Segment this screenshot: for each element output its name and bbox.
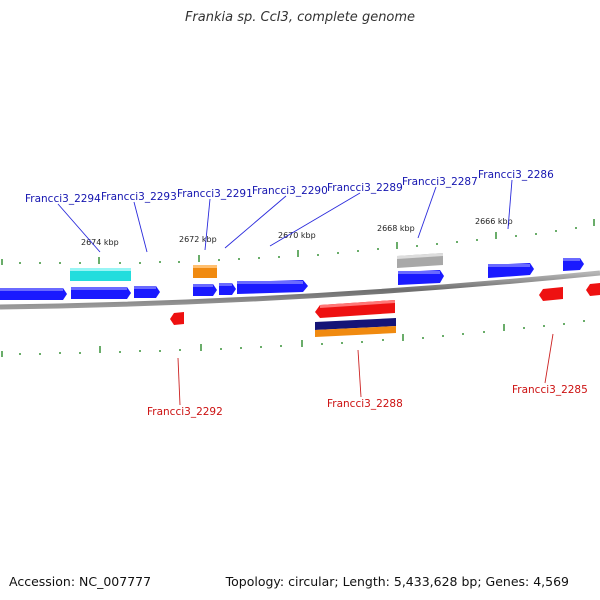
outer-tick-ring [1,219,595,265]
gene-block-highlight [320,300,395,308]
gene-label-2293[interactable]: Francci3_2293 [101,191,177,203]
genome-backbone [0,270,600,310]
gene-block-highlight [237,281,303,284]
gene-label-2294[interactable]: Francci3_2294 [25,193,101,205]
forward-genes [0,258,584,300]
gene-label-2289[interactable]: Francci3_2289 [327,182,403,194]
leader-line-2294 [57,203,101,253]
accession-label: Accession: NC_007777 [9,574,152,589]
gene-label-2291[interactable]: Francci3_2291 [177,188,253,200]
leader-line-2293 [133,201,148,253]
gene-block[interactable] [563,258,584,271]
feature-block-orange[interactable] [193,265,217,278]
kbp-marker-2668: 2668 kbp [377,224,415,233]
gene-block-highlight [0,288,63,291]
reverse-genes [170,283,600,325]
leader-line-2288 [357,349,362,398]
kbp-marker-2666: 2666 kbp [475,217,513,226]
feature-block-cyan[interactable] [70,268,131,281]
leader-line-2292 [177,357,181,406]
gene-label-2292[interactable]: Francci3_2292 [147,406,223,418]
gene-label-2286[interactable]: Francci3_2286 [478,169,554,181]
feature-block-orange-inner[interactable] [315,326,396,337]
gene-label-2287[interactable]: Francci3_2287 [402,176,478,188]
kbp-marker-2674: 2674 kbp [81,238,119,247]
leader-line-2290 [224,195,287,249]
feature-block-grey-highlight [397,253,443,259]
gene-label-2290[interactable]: Francci3_2290 [252,185,328,197]
leader-line-2286 [507,179,513,230]
gene-label-2285[interactable]: Francci3_2285 [512,384,588,396]
leader-line-2287 [417,186,437,239]
gene-block-highlight [488,264,530,267]
gene-block-highlight [563,258,580,261]
gene-block[interactable] [539,287,563,301]
leader-line-2291 [204,198,211,251]
leader-line-2289 [269,192,361,247]
kbp-marker-2672: 2672 kbp [179,235,217,244]
kbp-marker-2670: 2670 kbp [278,231,316,240]
gene-block-highlight [193,284,213,287]
gene-block-highlight [134,286,156,289]
gene-block[interactable] [170,312,184,325]
feature-block-orange-highlight [193,265,217,268]
leader-line-2285 [544,333,554,384]
map-title: Frankia sp. CcI3, complete genome [184,10,416,25]
feature-block-cyan-highlight [70,268,131,271]
inner-tick-ring [1,320,585,357]
genome-summary: Topology: circular; Length: 5,433,628 bp… [225,574,569,589]
gene-block[interactable] [586,283,600,296]
gene-label-2288[interactable]: Francci3_2288 [327,398,403,410]
gene-block-highlight [219,283,232,286]
gene-block-highlight [398,271,440,274]
gene-block-highlight [71,287,127,290]
